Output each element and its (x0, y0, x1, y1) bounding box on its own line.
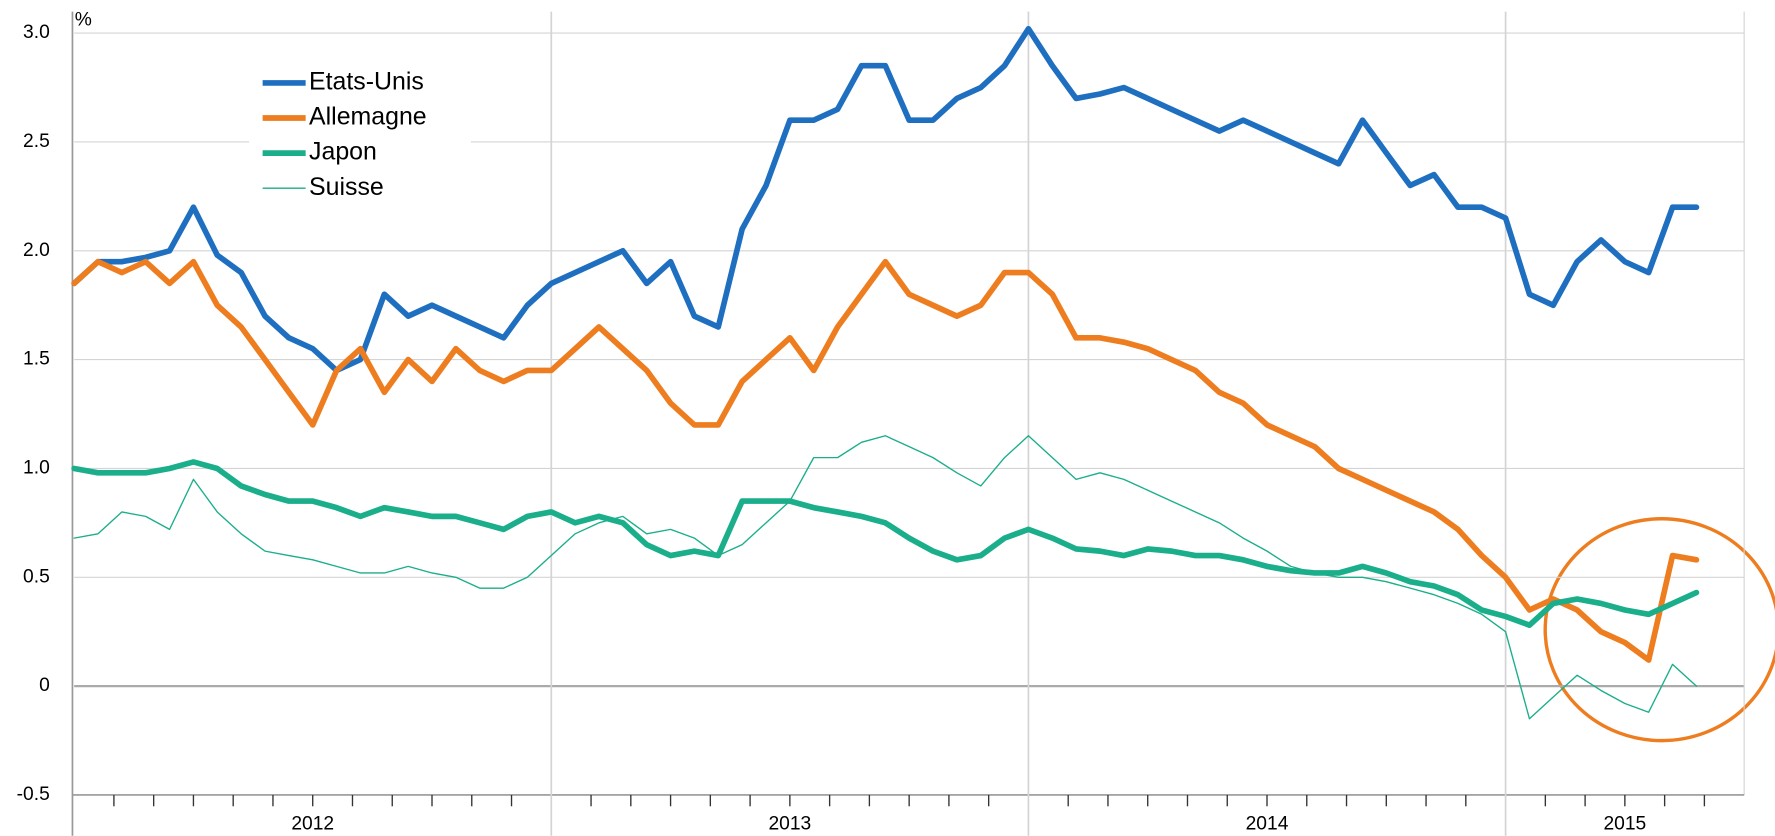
y-tick-label: 1.0 (23, 458, 50, 479)
legend: Etats-Unis Allemagne Japon Suisse (249, 63, 471, 209)
series-line (71, 459, 1700, 628)
x-tick-label: 2012 (291, 813, 334, 834)
plot-lines (71, 25, 1700, 720)
y-tick-label: 3.0 (23, 22, 50, 43)
y-tick-label: 0.5 (23, 566, 50, 587)
legend-label: Etats-Unis (309, 68, 424, 96)
x-tick-label: 2013 (768, 813, 811, 834)
x-tick-label: 2015 (1603, 813, 1646, 834)
legend-label: Allemagne (309, 103, 427, 131)
y-tick-label: 2.5 (23, 131, 50, 152)
x-tick-label: 2014 (1246, 813, 1289, 834)
legend-background (249, 63, 471, 209)
series-line (73, 435, 1698, 720)
y-tick-label: 1.5 (23, 349, 50, 370)
y-axis-label: % (75, 10, 92, 31)
y-tick-label: -0.5 (17, 784, 50, 805)
y-tick-label: 2.0 (23, 240, 50, 261)
legend-label: Japon (309, 138, 377, 166)
highlight-ellipse (1543, 517, 1775, 743)
legend-label: Suisse (309, 173, 384, 201)
y-tick-label: 0 (39, 675, 50, 696)
series-line (71, 258, 1700, 663)
